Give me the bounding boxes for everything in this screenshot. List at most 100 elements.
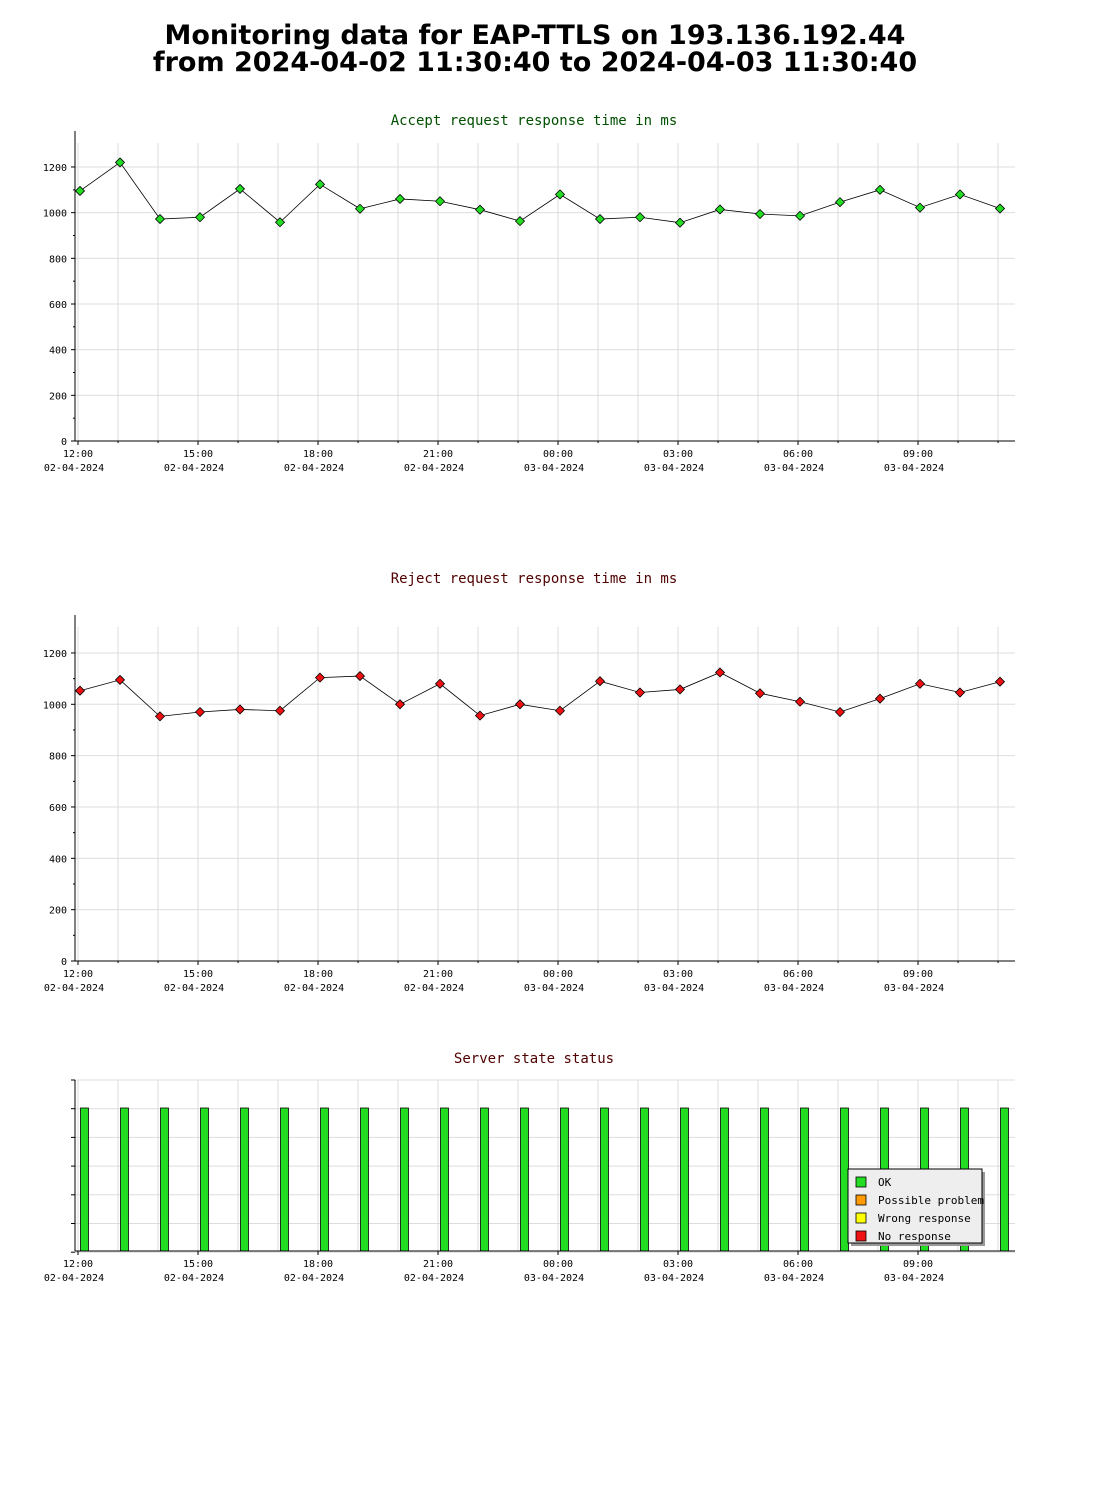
x-tick-time: 15:00 xyxy=(183,969,213,980)
x-tick-date: 02-04-2024 xyxy=(284,1273,344,1284)
data-point xyxy=(194,212,206,223)
y-tick-label: 400 xyxy=(49,854,67,865)
x-tick-time: 21:00 xyxy=(423,1259,453,1270)
page-title: Monitoring data for EAP-TTLS on 193.136.… xyxy=(0,22,1070,76)
status-bar xyxy=(720,1107,729,1252)
x-tick-time: 21:00 xyxy=(423,449,453,460)
data-point xyxy=(594,213,606,225)
x-tick-date: 03-04-2024 xyxy=(884,463,944,474)
data-point xyxy=(954,189,966,200)
status-bar xyxy=(680,1107,689,1252)
x-tick-time: 06:00 xyxy=(783,969,813,980)
x-tick-date: 03-04-2024 xyxy=(764,983,824,994)
x-tick-time: 00:00 xyxy=(543,969,573,980)
x-tick-date: 02-04-2024 xyxy=(284,983,344,994)
x-tick-date: 03-04-2024 xyxy=(524,463,584,474)
x-tick-date: 03-04-2024 xyxy=(644,983,704,994)
data-point xyxy=(594,676,606,687)
y-tick-label: 800 xyxy=(49,254,67,265)
status-bar xyxy=(480,1107,489,1252)
y-tick-label: 0 xyxy=(61,957,67,968)
data-point xyxy=(794,210,806,221)
data-point xyxy=(154,213,166,225)
x-tick-date: 02-04-2024 xyxy=(44,1273,104,1284)
legend-label: OK xyxy=(878,1176,892,1189)
status-bar xyxy=(360,1107,369,1252)
data-point xyxy=(394,193,406,205)
x-tick-time: 03:00 xyxy=(663,969,693,980)
y-tick-label: 600 xyxy=(49,300,67,311)
data-point xyxy=(274,705,286,716)
x-tick-date: 03-04-2024 xyxy=(644,463,704,474)
x-tick-date: 02-04-2024 xyxy=(164,983,224,994)
x-tick-date: 03-04-2024 xyxy=(524,1273,584,1284)
y-tick-label: 200 xyxy=(49,906,67,917)
chart-title: Server state status xyxy=(454,1051,614,1067)
data-point xyxy=(554,705,566,716)
data-point xyxy=(954,687,966,698)
x-tick-date: 02-04-2024 xyxy=(164,463,224,474)
data-point xyxy=(474,710,486,721)
status-bar xyxy=(560,1107,569,1252)
data-point xyxy=(514,699,526,710)
status-bar xyxy=(400,1107,409,1252)
x-tick-time: 15:00 xyxy=(183,449,213,460)
x-tick-time: 06:00 xyxy=(783,1259,813,1270)
data-point xyxy=(634,212,646,223)
chart-title: Reject request response time in ms xyxy=(391,571,678,587)
data-point xyxy=(234,183,246,194)
data-point xyxy=(234,704,246,715)
data-point xyxy=(474,204,486,215)
accept-response-chart: Accept request response time in ms 0 200 40… xyxy=(43,113,1015,474)
data-point xyxy=(314,672,326,683)
y-tick-label: 0 xyxy=(61,437,67,448)
status-bar xyxy=(200,1107,209,1252)
status-bar xyxy=(120,1107,129,1252)
data-point xyxy=(354,671,366,682)
x-tick-date: 02-04-2024 xyxy=(164,1273,224,1284)
data-point xyxy=(354,203,366,214)
x-tick-time: 09:00 xyxy=(903,969,933,980)
y-tick-label: 600 xyxy=(49,803,67,814)
data-point xyxy=(74,185,86,197)
x-tick-date: 03-04-2024 xyxy=(764,1273,824,1284)
y-tick-label: 200 xyxy=(49,391,67,402)
x-tick-time: 09:00 xyxy=(903,449,933,460)
x-tick-date: 02-04-2024 xyxy=(284,463,344,474)
x-tick-date: 03-04-2024 xyxy=(764,463,824,474)
y-tick-label: 400 xyxy=(49,346,67,357)
x-tick-time: 15:00 xyxy=(183,1259,213,1270)
page-title-line-1: Monitoring data for EAP-TTLS on 193.136.… xyxy=(164,20,906,51)
data-point xyxy=(674,217,686,228)
chart-title: Accept request response time in ms xyxy=(391,113,678,129)
x-tick-date: 02-04-2024 xyxy=(44,463,104,474)
data-point xyxy=(714,204,726,215)
x-tick-date: 03-04-2024 xyxy=(884,1273,944,1284)
y-tick-label: 1000 xyxy=(43,700,67,711)
x-tick-time: 09:00 xyxy=(903,1259,933,1270)
x-tick-time: 21:00 xyxy=(423,969,453,980)
page-title-line-2: from 2024-04-02 11:30:40 to 2024-04-03 1… xyxy=(152,47,918,78)
legend-swatch xyxy=(855,1176,867,1188)
series-line xyxy=(79,672,1001,717)
x-tick-date: 02-04-2024 xyxy=(404,983,464,994)
status-bar xyxy=(80,1107,89,1252)
status-bar xyxy=(440,1107,449,1252)
data-point xyxy=(434,196,446,207)
status-bar xyxy=(280,1107,289,1252)
status-bar xyxy=(640,1107,649,1252)
x-tick-time: 06:00 xyxy=(783,449,813,460)
data-point xyxy=(754,208,766,220)
x-tick-date: 03-04-2024 xyxy=(524,983,584,994)
data-point xyxy=(714,667,726,678)
x-tick-time: 00:00 xyxy=(543,449,573,460)
data-point xyxy=(554,189,566,200)
status-bar xyxy=(800,1107,809,1252)
status-bar xyxy=(320,1107,329,1252)
status-bar xyxy=(520,1107,529,1252)
data-point xyxy=(154,711,166,722)
x-tick-time: 12:00 xyxy=(63,449,93,460)
legend-label: Possible problem xyxy=(878,1194,984,1207)
data-point xyxy=(114,157,126,168)
data-point xyxy=(914,202,926,213)
